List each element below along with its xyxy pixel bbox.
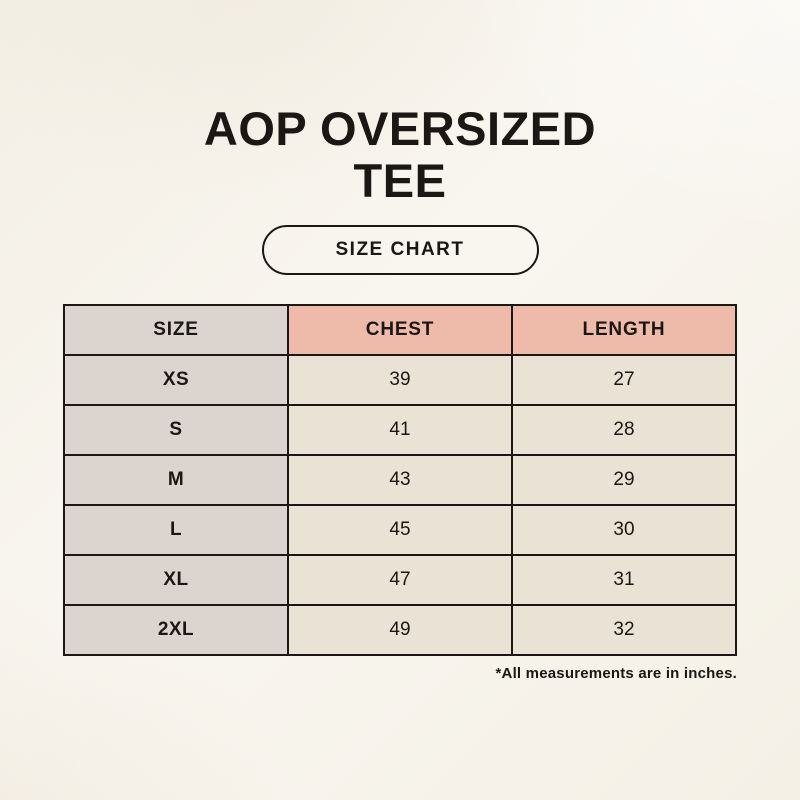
column-header-length: LENGTH <box>511 304 737 357</box>
table-row: XL 47 31 <box>63 554 737 607</box>
length-cell: 28 <box>511 404 737 457</box>
chest-cell: 43 <box>287 454 513 507</box>
chest-cell: 41 <box>287 404 513 457</box>
table-row: L 45 30 <box>63 504 737 557</box>
measurements-footnote: *All measurements are in inches. <box>495 665 737 683</box>
length-cell: 31 <box>511 554 737 607</box>
column-header-chest: CHEST <box>287 304 513 357</box>
size-chart-table: SIZE CHEST LENGTH XS 39 27 S 41 28 M 43 … <box>63 304 737 657</box>
table-row: 2XL 49 32 <box>63 604 737 657</box>
table-row: M 43 29 <box>63 454 737 507</box>
size-chart-badge: SIZE CHART <box>261 225 539 276</box>
length-cell: 32 <box>511 604 737 657</box>
size-cell: 2XL <box>63 604 289 657</box>
chest-cell: 47 <box>287 554 513 607</box>
length-cell: 27 <box>511 354 737 407</box>
size-cell: M <box>63 454 289 507</box>
length-cell: 29 <box>511 454 737 507</box>
chest-cell: 49 <box>287 604 513 657</box>
length-cell: 30 <box>511 504 737 557</box>
table-row: XS 39 27 <box>63 354 737 407</box>
chest-cell: 39 <box>287 354 513 407</box>
page-title-line1: AOP OVERSIZED <box>203 102 597 155</box>
size-cell: S <box>63 404 289 457</box>
column-header-size: SIZE <box>63 304 289 357</box>
size-cell: L <box>63 504 289 557</box>
size-cell: XS <box>63 354 289 407</box>
size-cell: XL <box>63 554 289 607</box>
page-title-line2: TEE <box>353 153 447 207</box>
table-row: S 41 28 <box>63 404 737 457</box>
chest-cell: 45 <box>287 504 513 557</box>
table-header-row: SIZE CHEST LENGTH <box>63 304 737 357</box>
page-title: AOP OVERSIZED TEE <box>204 103 596 206</box>
